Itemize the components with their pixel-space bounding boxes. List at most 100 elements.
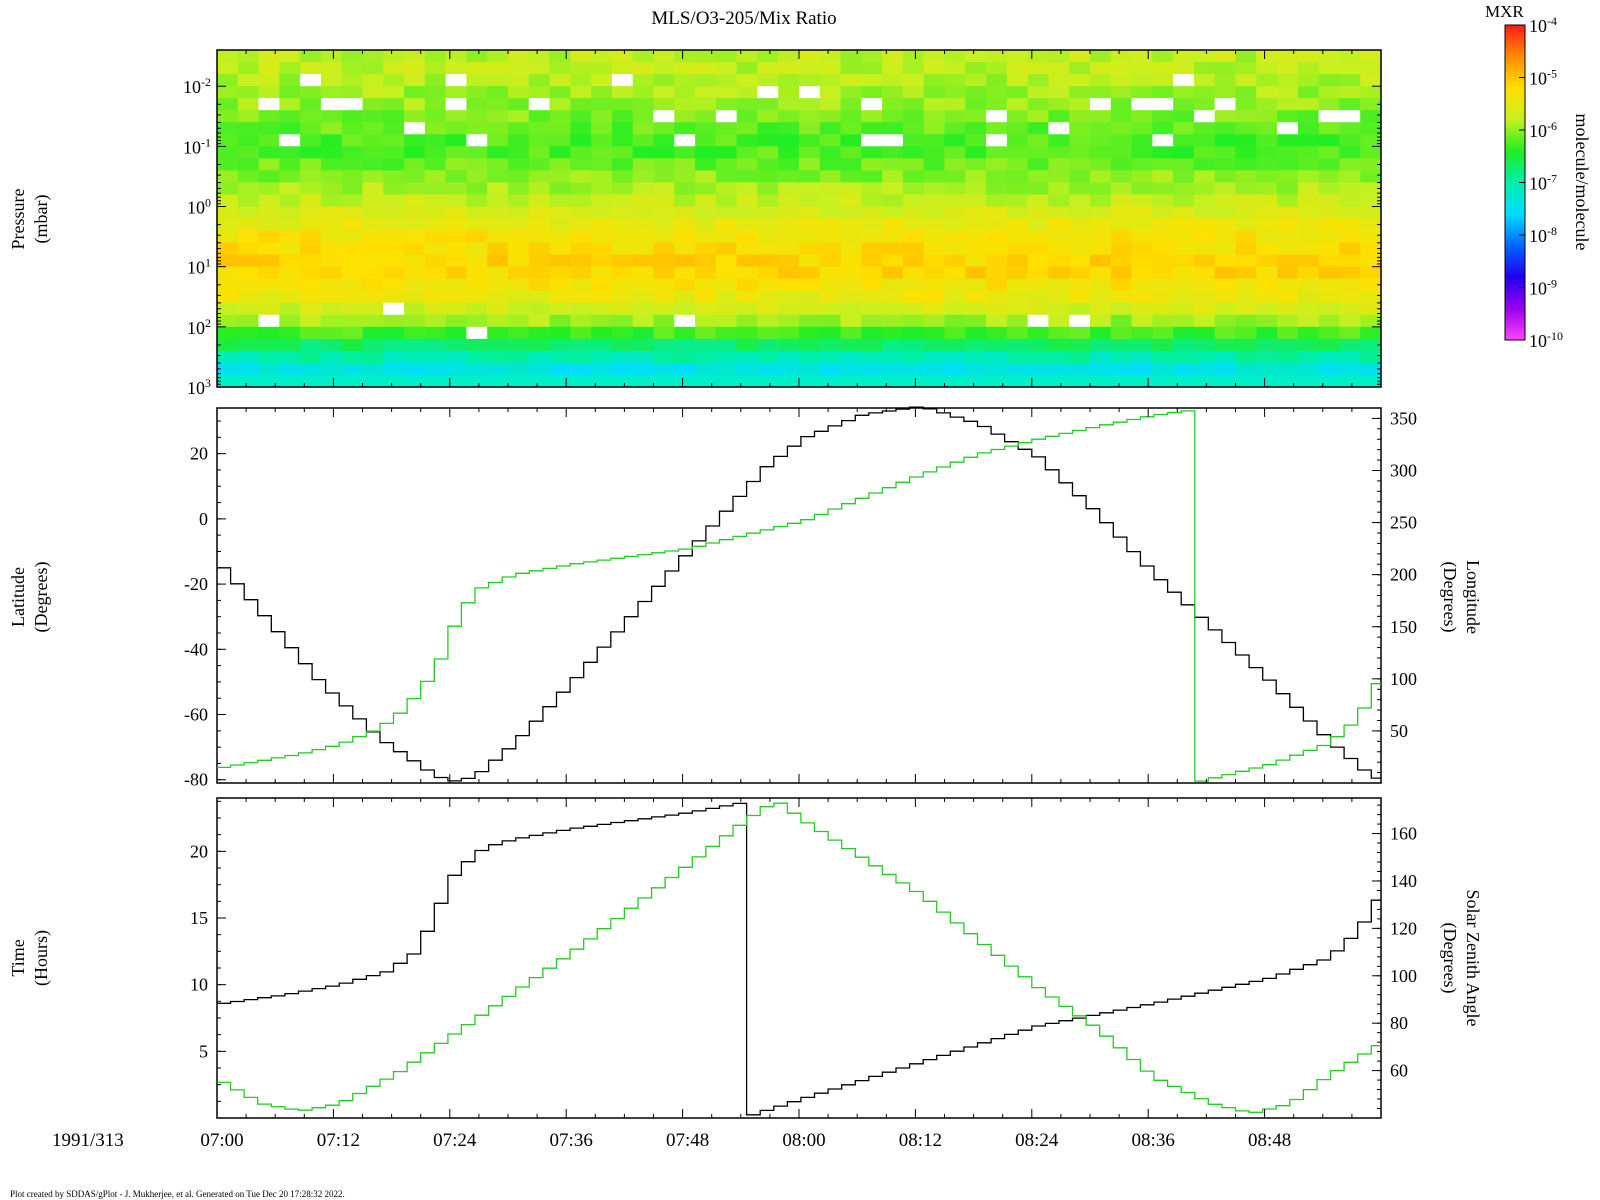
heatmap-cell: [341, 50, 364, 63]
heatmap-cell: [632, 302, 655, 316]
heatmap-cell: [445, 86, 468, 99]
heatmap-cell: [1297, 338, 1320, 352]
heatmap-cell: [736, 134, 759, 147]
heatmap-cell: [1090, 110, 1112, 123]
heatmap-cell: [882, 50, 904, 63]
heatmap-cell: [445, 254, 468, 268]
heatmap-cell: [404, 362, 426, 376]
heatmap-cell: [902, 242, 925, 256]
heatmap-cell: [1318, 338, 1341, 352]
heatmap-cell: [466, 206, 488, 220]
heatmap-cell: [674, 302, 696, 316]
heatmap-cell: [341, 110, 364, 123]
heatmap-cell: [965, 362, 987, 376]
heatmap-cell: [466, 146, 488, 159]
heatmap-cell: [404, 314, 426, 328]
heatmap-cell: [508, 182, 530, 196]
heatmap-cell: [965, 110, 987, 123]
heatmap-cell: [217, 362, 239, 376]
heatmap-cell: [217, 254, 239, 268]
heatmap-cell: [341, 338, 364, 352]
heatmap-cell: [1090, 146, 1112, 159]
heatmap-cell: [1048, 362, 1070, 376]
geolocation-left-tick-label: -80: [184, 770, 208, 790]
heatmap-cell: [424, 206, 447, 220]
heatmap-cell: [778, 158, 800, 171]
colorbar-tick-label: 10-5: [1529, 67, 1557, 89]
heatmap-cell: [1173, 230, 1195, 244]
heatmap-cell: [799, 194, 821, 208]
heatmap-cell: [424, 62, 447, 75]
heatmap-cell: [715, 278, 738, 292]
heatmap-cell: [923, 122, 946, 135]
heatmap-cell: [1131, 290, 1153, 304]
heatmap-cell: [840, 242, 862, 256]
heatmap-cell: [487, 62, 509, 75]
heatmap-cell: [1069, 290, 1091, 304]
heatmap-cell: [695, 266, 717, 280]
heatmap-cell: [861, 218, 883, 232]
heatmap-cell: [445, 158, 468, 171]
geolocation-series: [217, 406, 1381, 782]
heatmap-cell: [611, 122, 634, 135]
colorbar-tick-label: 10-6: [1529, 119, 1557, 141]
heatmap-cell: [1193, 206, 1216, 220]
heatmap-cell: [217, 158, 239, 171]
heatmap-cell: [424, 74, 447, 87]
heatmap-cell: [757, 110, 779, 123]
heatmap-cell: [778, 50, 800, 63]
heatmap-cell: [1277, 362, 1299, 376]
pressure-tick-label: 102: [187, 316, 211, 338]
heatmap-cell: [466, 314, 488, 328]
heatmap-cell: [1110, 230, 1133, 244]
heatmap-cell: [549, 134, 571, 147]
heatmap-cell: [1110, 362, 1133, 376]
heatmap-cell: [882, 98, 904, 111]
heatmap-cell: [1069, 206, 1091, 220]
heatmap-cell: [258, 194, 280, 208]
heatmap-cell: [840, 182, 862, 196]
heatmap-cell: [653, 350, 675, 364]
heatmap-cell: [757, 314, 779, 328]
heatmap-cell: [1297, 326, 1320, 340]
heatmap-cell: [902, 290, 925, 304]
heatmap-cell: [632, 98, 655, 111]
heatmap-cell: [986, 362, 1008, 376]
heatmap-cell: [757, 278, 779, 292]
heatmap-cell: [341, 206, 364, 220]
heatmap-cell: [1110, 374, 1133, 388]
heatmap-cell: [445, 278, 468, 292]
heatmap-cell: [986, 146, 1008, 159]
heatmap-cell: [861, 158, 883, 171]
time-axis: 07:00 07:12 07:24 07:36 07:48 08:00 08:12 08:24…: [200, 1130, 1291, 1151]
heatmap-cell: [1277, 146, 1299, 159]
heatmap-cell: [965, 86, 987, 99]
heatmap-cell: [1027, 74, 1050, 87]
heatmap-cell: [1048, 194, 1070, 208]
heatmap-cell: [1173, 194, 1195, 208]
heatmap-cell: [674, 266, 696, 280]
heatmap-cell: [424, 122, 447, 135]
heatmap-cell: [861, 110, 883, 123]
heatmap-cell: [1110, 206, 1133, 220]
heatmap-cell: [1090, 50, 1112, 63]
heatmap-cell: [217, 206, 239, 220]
heatmap-cell: [1069, 230, 1091, 244]
heatmap-cell: [1027, 290, 1050, 304]
heatmap-cell: [1027, 278, 1050, 292]
heatmap-cell: [1173, 206, 1195, 220]
heatmap-cell: [653, 182, 675, 196]
heatmap-cell: [715, 110, 738, 123]
heatmap-cell: [923, 302, 946, 316]
heatmap-cell: [1214, 134, 1237, 147]
heatmap-cell: [799, 290, 821, 304]
heatmap-cell: [736, 62, 759, 75]
heatmap-cell: [362, 374, 384, 388]
heatmap-cell: [1277, 326, 1299, 340]
heatmap-cell: [445, 230, 468, 244]
heatmap-cell: [757, 134, 779, 147]
heatmap-cell: [466, 110, 488, 123]
heatmap-cell: [799, 266, 821, 280]
heatmap-cell: [902, 98, 925, 111]
heatmap-cell: [882, 242, 904, 256]
